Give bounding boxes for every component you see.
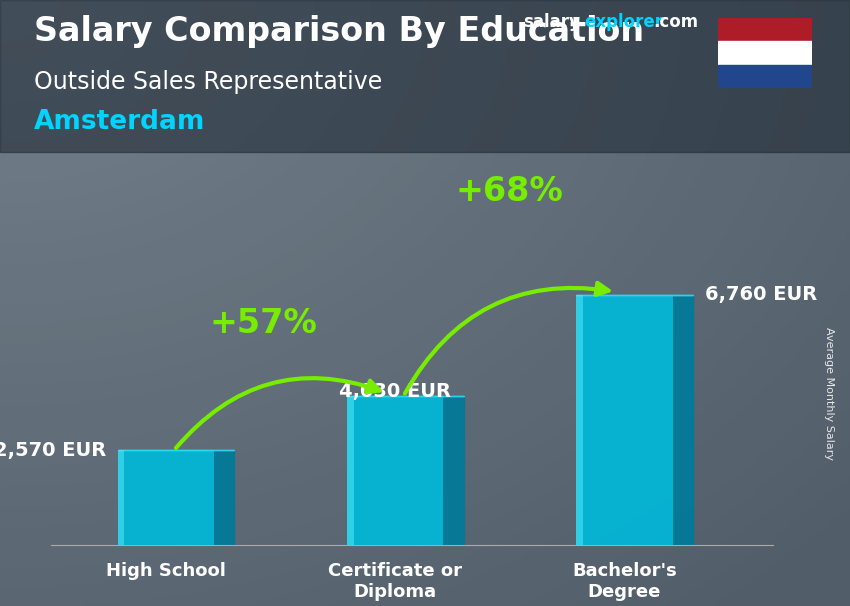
Polygon shape	[214, 450, 235, 545]
Text: 2,570 EUR: 2,570 EUR	[0, 441, 106, 459]
Bar	[576, 295, 583, 545]
Bar	[718, 41, 812, 65]
Polygon shape	[443, 396, 464, 545]
Polygon shape	[672, 295, 694, 545]
Bar	[718, 18, 812, 41]
Text: Average Monthly Salary: Average Monthly Salary	[824, 327, 834, 461]
Bar	[117, 450, 214, 545]
Text: 4,030 EUR: 4,030 EUR	[339, 382, 451, 401]
Text: +68%: +68%	[456, 175, 564, 208]
Bar	[718, 65, 812, 88]
Bar	[0, 0, 850, 152]
Bar	[347, 396, 354, 545]
Text: Salary Comparison By Education: Salary Comparison By Education	[34, 15, 644, 48]
Bar	[347, 396, 443, 545]
FancyArrowPatch shape	[176, 378, 380, 448]
Text: salary: salary	[523, 13, 580, 32]
FancyArrowPatch shape	[405, 283, 609, 393]
Text: .com: .com	[654, 13, 699, 32]
Text: Amsterdam: Amsterdam	[34, 109, 206, 135]
Bar	[117, 450, 124, 545]
Text: 6,760 EUR: 6,760 EUR	[705, 285, 817, 304]
Text: Outside Sales Representative: Outside Sales Representative	[34, 70, 382, 94]
Text: +57%: +57%	[209, 307, 317, 340]
Bar	[576, 295, 672, 545]
Text: explorer: explorer	[584, 13, 663, 32]
